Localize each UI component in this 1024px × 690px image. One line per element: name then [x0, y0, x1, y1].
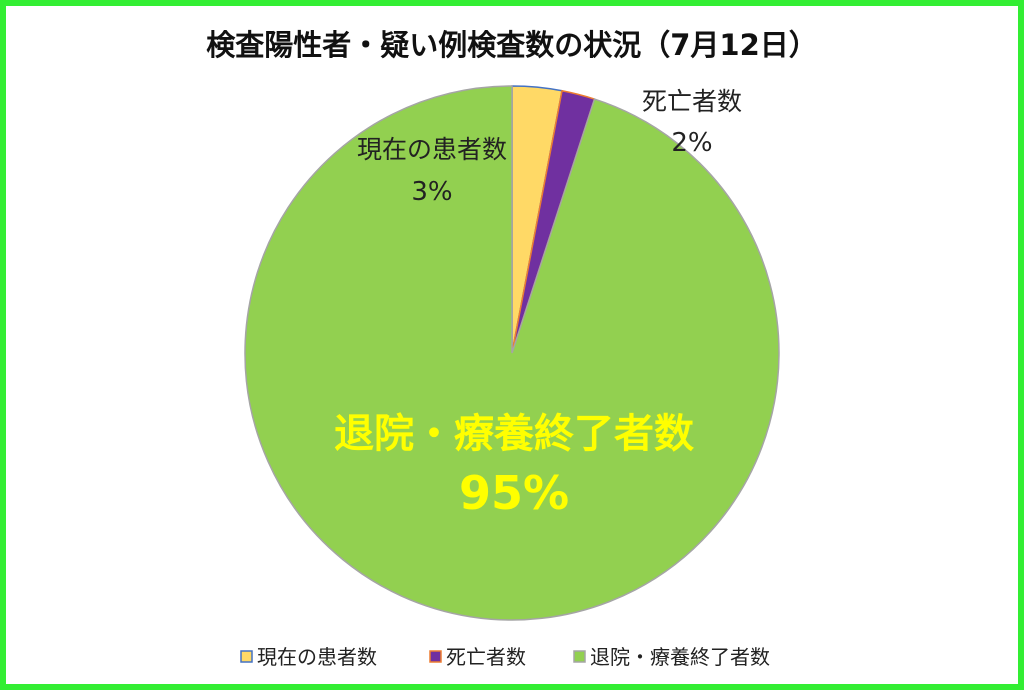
- chart-title: 検査陽性者・疑い例検査数の状況（7月12日）: [206, 28, 818, 62]
- pie-slice-recovered: [244, 85, 780, 621]
- slice-percent-deaths: 2%: [671, 128, 712, 158]
- slice-percent-recovered: 95%: [459, 466, 569, 520]
- legend-label-deaths: 死亡者数: [446, 645, 526, 669]
- slice-percent-current-patients: 3%: [411, 177, 452, 207]
- legend-swatch-recovered: [573, 650, 586, 663]
- slice-label-current-patients: 現在の患者数: [357, 135, 507, 164]
- slice-label-deaths: 死亡者数: [642, 87, 742, 116]
- legend-swatch-current-patients: [240, 650, 253, 663]
- legend-swatch-deaths: [429, 650, 442, 663]
- legend-label-current-patients: 現在の患者数: [257, 645, 377, 669]
- pie-slices: [244, 85, 780, 621]
- legend: 現在の患者数 死亡者数 退院・療養終了者数: [240, 645, 770, 669]
- slice-labels: 現在の患者数 3% 死亡者数 2% 退院・療養終了者数 95%: [334, 87, 742, 520]
- slice-label-recovered: 退院・療養終了者数: [334, 411, 694, 457]
- legend-label-recovered: 退院・療養終了者数: [590, 645, 770, 669]
